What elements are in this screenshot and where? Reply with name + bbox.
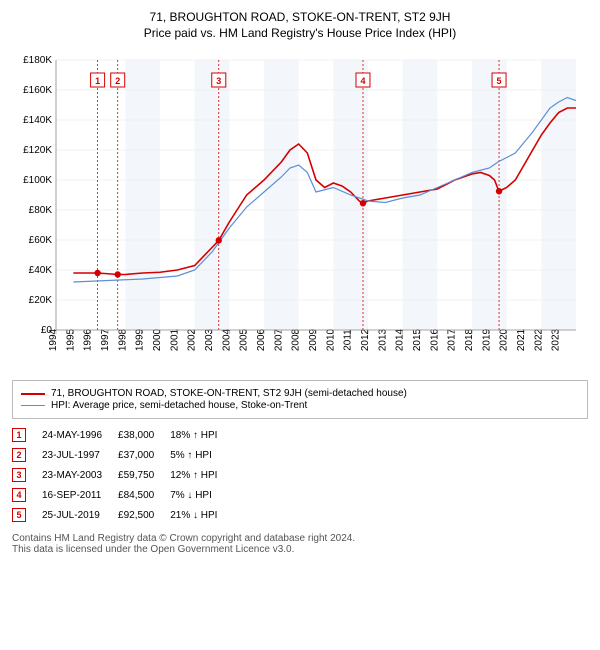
x-tick-label: 2019 xyxy=(481,328,492,351)
x-tick-label: 1998 xyxy=(117,328,128,351)
price-chart: £0£20K£40K£60K£80K£100K£120K£140K£160K£1… xyxy=(12,50,588,370)
y-tick-label: £180K xyxy=(23,55,52,66)
transaction-delta: 18% ↑ HPI xyxy=(170,425,233,445)
legend-item: HPI: Average price, semi-detached house,… xyxy=(21,400,579,411)
transaction-delta: 5% ↑ HPI xyxy=(170,445,233,465)
transaction-price: £59,750 xyxy=(118,465,170,485)
legend-swatch xyxy=(21,405,45,406)
svg-text:1: 1 xyxy=(95,76,100,86)
x-tick-label: 2013 xyxy=(377,328,388,351)
transaction-badge: 2 xyxy=(12,448,26,462)
footer-line-2: This data is licensed under the Open Gov… xyxy=(12,544,294,555)
x-tick-label: 1999 xyxy=(135,328,146,351)
transaction-price: £38,000 xyxy=(118,425,170,445)
x-tick-label: 2014 xyxy=(395,328,406,351)
transaction-date: 24-MAY-1996 xyxy=(42,425,118,445)
chart-event-badge: 2 xyxy=(111,73,125,87)
x-tick-label: 2001 xyxy=(169,328,180,351)
page-title: 71, BROUGHTON ROAD, STOKE-ON-TRENT, ST2 … xyxy=(12,10,588,24)
page-subtitle: Price paid vs. HM Land Registry's House … xyxy=(12,26,588,40)
x-tick-label: 2021 xyxy=(516,328,527,351)
x-tick-label: 2006 xyxy=(256,328,267,351)
x-tick-label: 2007 xyxy=(273,328,284,351)
table-row: 3 23-MAY-2003£59,75012% ↑ HPI xyxy=(12,465,233,485)
x-tick-label: 2016 xyxy=(429,328,440,351)
svg-text:3: 3 xyxy=(216,76,221,86)
y-tick-label: £100K xyxy=(23,175,52,186)
transaction-date: 23-JUL-1997 xyxy=(42,445,118,465)
transaction-date: 16-SEP-2011 xyxy=(42,485,118,505)
x-tick-label: 2004 xyxy=(221,328,232,351)
y-tick-label: £40K xyxy=(29,265,53,276)
x-tick-label: 2018 xyxy=(464,328,475,351)
transaction-price: £37,000 xyxy=(118,445,170,465)
x-tick-label: 1997 xyxy=(100,328,111,351)
x-tick-label: 2005 xyxy=(239,328,250,351)
legend-item: 71, BROUGHTON ROAD, STOKE-ON-TRENT, ST2 … xyxy=(21,388,579,399)
transaction-date: 23-MAY-2003 xyxy=(42,465,118,485)
transaction-date: 25-JUL-2019 xyxy=(42,505,118,525)
x-tick-label: 2023 xyxy=(551,328,562,351)
x-tick-label: 2011 xyxy=(343,329,354,351)
x-tick-label: 1994 xyxy=(48,328,59,351)
x-tick-label: 2000 xyxy=(152,328,163,351)
y-tick-label: £20K xyxy=(29,295,53,306)
y-tick-label: £140K xyxy=(23,115,52,126)
x-tick-label: 2002 xyxy=(187,328,198,351)
table-row: 4 16-SEP-2011£84,5007% ↓ HPI xyxy=(12,485,233,505)
chart-svg: £0£20K£40K£60K£80K£100K£120K£140K£160K£1… xyxy=(12,50,588,370)
x-tick-label: 2008 xyxy=(291,328,302,351)
y-tick-label: £120K xyxy=(23,145,52,156)
legend-label: HPI: Average price, semi-detached house,… xyxy=(51,400,307,411)
y-tick-label: £80K xyxy=(29,205,53,216)
x-tick-label: 2003 xyxy=(204,328,215,351)
chart-event-badge: 3 xyxy=(212,73,226,87)
transaction-delta: 7% ↓ HPI xyxy=(170,485,233,505)
transaction-price: £84,500 xyxy=(118,485,170,505)
transaction-delta: 12% ↑ HPI xyxy=(170,465,233,485)
transaction-badge: 1 xyxy=(12,428,26,442)
transaction-badge: 4 xyxy=(12,488,26,502)
svg-text:4: 4 xyxy=(360,76,365,86)
x-tick-label: 2017 xyxy=(447,328,458,351)
transaction-badge: 3 xyxy=(12,468,26,482)
transaction-badge: 5 xyxy=(12,508,26,522)
footer-line-1: Contains HM Land Registry data © Crown c… xyxy=(12,533,355,544)
x-tick-label: 1995 xyxy=(65,328,76,351)
x-tick-label: 2015 xyxy=(412,328,423,351)
legend: 71, BROUGHTON ROAD, STOKE-ON-TRENT, ST2 … xyxy=(12,380,588,419)
y-tick-label: £160K xyxy=(23,85,52,96)
table-row: 1 24-MAY-1996£38,00018% ↑ HPI xyxy=(12,425,233,445)
table-row: 5 25-JUL-2019£92,50021% ↓ HPI xyxy=(12,505,233,525)
svg-text:2: 2 xyxy=(115,76,120,86)
x-tick-label: 2009 xyxy=(308,328,319,351)
svg-text:5: 5 xyxy=(497,76,502,86)
transaction-price: £92,500 xyxy=(118,505,170,525)
table-row: 2 23-JUL-1997£37,0005% ↑ HPI xyxy=(12,445,233,465)
legend-swatch xyxy=(21,393,45,395)
x-tick-label: 2012 xyxy=(360,328,371,351)
legend-label: 71, BROUGHTON ROAD, STOKE-ON-TRENT, ST2 … xyxy=(51,388,407,399)
chart-event-badge: 5 xyxy=(492,73,506,87)
transactions-table: 1 24-MAY-1996£38,00018% ↑ HPI 2 23-JUL-1997… xyxy=(12,425,233,525)
x-tick-label: 1996 xyxy=(83,328,94,351)
chart-event-badge: 4 xyxy=(356,73,370,87)
chart-event-badge: 1 xyxy=(91,73,105,87)
y-tick-label: £60K xyxy=(29,235,53,246)
footer-attribution: Contains HM Land Registry data © Crown c… xyxy=(12,533,588,555)
x-tick-label: 2022 xyxy=(533,328,544,351)
transaction-delta: 21% ↓ HPI xyxy=(170,505,233,525)
x-tick-label: 2020 xyxy=(499,328,510,351)
x-tick-label: 2010 xyxy=(325,328,336,351)
